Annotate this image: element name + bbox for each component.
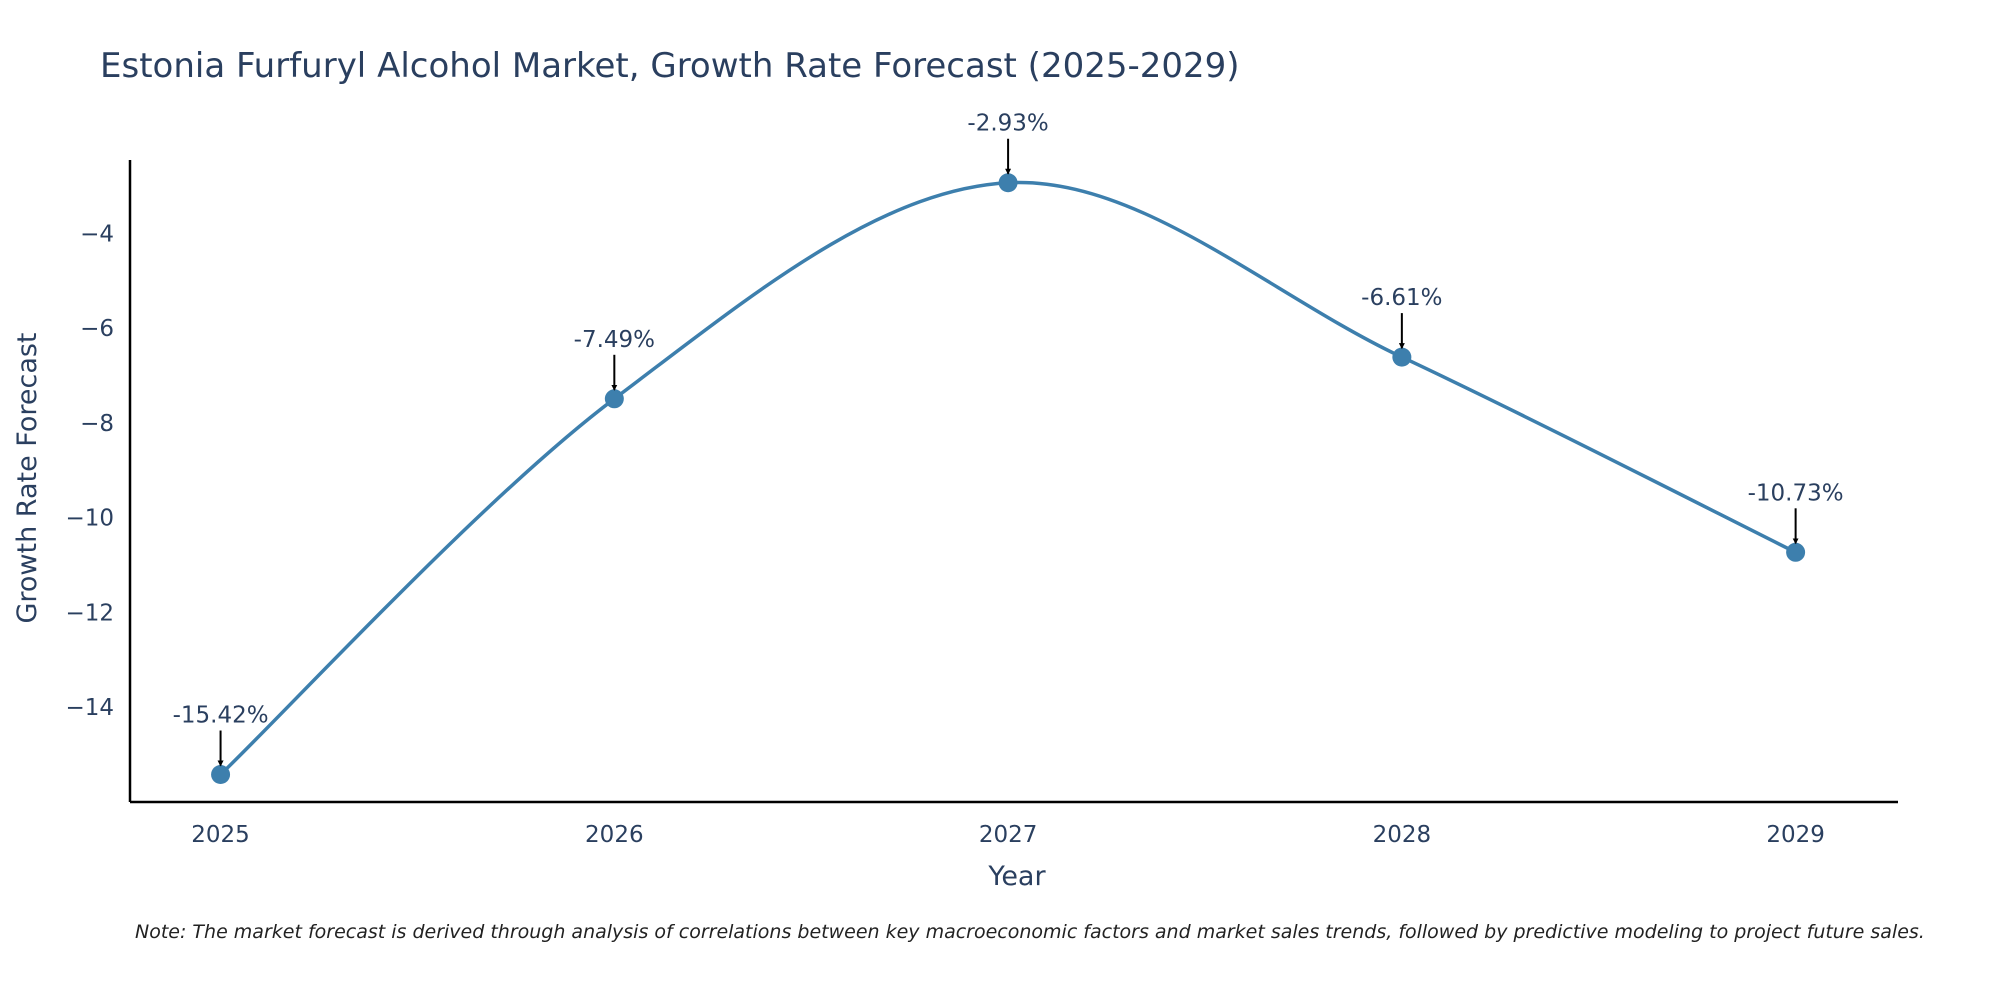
data-label: -7.49% [574, 327, 655, 353]
y-tick-label: −8 [80, 411, 114, 437]
data-label: -15.42% [173, 703, 269, 729]
data-label: -2.93% [967, 111, 1048, 137]
x-axis-title: Year [987, 861, 1046, 892]
y-tick-label: −4 [80, 221, 114, 247]
data-point[interactable] [1392, 347, 1412, 367]
x-tick-label: 2028 [1373, 822, 1432, 848]
data-point[interactable] [1786, 542, 1806, 562]
data-point[interactable] [998, 173, 1018, 193]
data-point[interactable] [211, 765, 231, 785]
x-tick-label: 2026 [585, 822, 644, 848]
footnote: Note: The market forecast is derived thr… [135, 921, 1925, 943]
y-tick-label: −12 [65, 600, 114, 626]
y-tick-label: −14 [65, 695, 114, 721]
x-tick-label: 2029 [1766, 822, 1825, 848]
data-point[interactable] [604, 389, 624, 409]
x-tick-label: 2025 [191, 822, 250, 848]
x-tick-label: 2027 [979, 822, 1038, 848]
y-axis-title: Growth Rate Forecast [12, 332, 43, 623]
series-line [219, 180, 1797, 776]
data-label: -10.73% [1748, 480, 1844, 506]
chart-title: Estonia Furfuryl Alcohol Market, Growth … [100, 46, 1240, 86]
y-tick-label: −10 [65, 506, 114, 532]
y-tick-label: −6 [80, 316, 114, 342]
data-label: -6.61% [1361, 285, 1442, 311]
